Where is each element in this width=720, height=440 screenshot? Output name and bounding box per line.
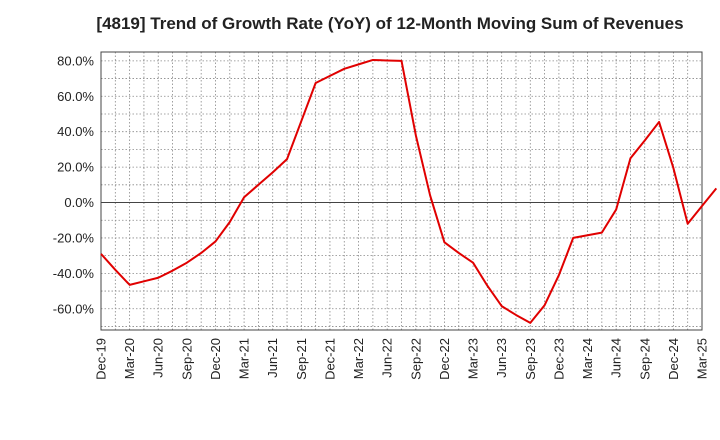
y-tick-label: 60.0% [57, 89, 94, 104]
x-tick-label: Sep-24 [637, 338, 652, 380]
y-tick-label: -40.0% [53, 266, 95, 281]
x-tick-label: Dec-19 [94, 338, 109, 380]
y-tick-label: 0.0% [64, 195, 94, 210]
x-tick-label: Dec-20 [208, 338, 223, 380]
x-tick-label: Mar-22 [351, 338, 366, 379]
x-tick-label: Dec-21 [322, 338, 337, 380]
x-tick-label: Sep-22 [408, 338, 423, 380]
x-tick-label: Dec-23 [551, 338, 566, 380]
plot-border [100, 51, 703, 331]
y-tick-label: 20.0% [57, 160, 94, 175]
y-tick-label: 40.0% [57, 124, 94, 139]
x-tick-label: Sep-21 [294, 338, 309, 380]
y-tick-label: 80.0% [57, 53, 94, 68]
x-tick-label: Mar-20 [122, 338, 137, 379]
x-tick-label: Dec-24 [666, 338, 681, 380]
series-line [100, 58, 718, 324]
x-tick-label: Jun-24 [609, 338, 624, 378]
x-tick-label: Mar-23 [466, 338, 481, 379]
x-tick-label: Jun-20 [151, 338, 166, 378]
x-tick-label: Mar-21 [237, 338, 252, 379]
x-tick-label: Mar-25 [695, 338, 710, 379]
x-tick-label: Jun-21 [265, 338, 280, 378]
x-tick-label: Sep-23 [523, 338, 538, 380]
y-tick-label: -20.0% [53, 230, 95, 245]
chart-title: [4819] Trend of Growth Rate (YoY) of 12-… [96, 14, 684, 33]
x-tick-label: Sep-20 [179, 338, 194, 380]
y-tick-label: -60.0% [53, 301, 95, 316]
x-tick-label: Jun-23 [494, 338, 509, 378]
x-tick-label: Mar-24 [580, 338, 595, 379]
x-tick-label: Dec-22 [437, 338, 452, 380]
x-tick-label: Jun-22 [380, 338, 395, 378]
